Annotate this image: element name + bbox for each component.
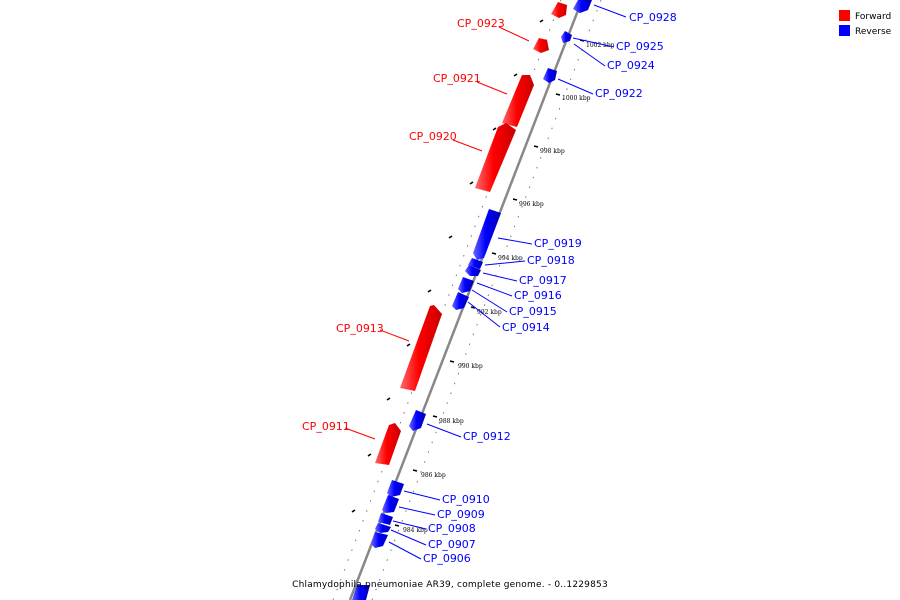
gene-arrow-cp0915[interactable]: [452, 292, 469, 310]
scale-label: 990 kbp: [458, 363, 483, 370]
legend-reverse-swatch: [839, 25, 850, 36]
legend-reverse-label: Reverse: [855, 27, 892, 37]
gene-label-cp0916[interactable]: CP_0916: [514, 289, 562, 302]
gene-label-cp0925[interactable]: CP_0925: [616, 40, 664, 53]
gene-label-cp0919[interactable]: CP_0919: [534, 237, 582, 250]
gene-arrow-cp0906[interactable]: [371, 532, 388, 548]
gene-labels: CP_0928 CP_0923 CP_0925 CP_0924 CP_0921 …: [302, 11, 677, 565]
legend: Forward Reverse: [839, 10, 892, 37]
gene-label-cp0906[interactable]: CP_0906: [423, 552, 471, 565]
forward-leader-lines: [344, 26, 530, 440]
gene-arrow-cp0923[interactable]: [533, 38, 549, 53]
gene-arrow-cp0916[interactable]: [458, 277, 474, 293]
gene-label-cp0928[interactable]: CP_0928: [629, 11, 677, 24]
gene-arrow-cp0925[interactable]: [561, 31, 572, 43]
scale-label: 998 kbp: [540, 148, 565, 155]
gene-arrow-cp0909[interactable]: [382, 495, 399, 513]
forward-genes: [375, 2, 567, 465]
gene-label-cp0923[interactable]: CP_0923: [457, 17, 505, 30]
gene-arrow-cp0917[interactable]: [465, 265, 481, 276]
gene-label-cp0921[interactable]: CP_0921: [433, 72, 481, 85]
gene-label-cp0920[interactable]: CP_0920: [409, 130, 457, 143]
scale-label: 984 kbp: [403, 527, 428, 534]
scale-label: 996 kbp: [519, 201, 544, 208]
legend-forward-label: Forward: [855, 12, 891, 22]
gene-label-cp0913[interactable]: CP_0913: [336, 322, 384, 335]
reverse-dotted-track: [371, 0, 602, 600]
gene-label-cp0910[interactable]: CP_0910: [442, 493, 490, 506]
gene-arrow-bottom[interactable]: [352, 585, 370, 600]
scale-label: 988 kbp: [439, 418, 464, 425]
reverse-genes: [352, 0, 592, 600]
gene-label-cp0912[interactable]: CP_0912: [463, 430, 511, 443]
gene-arrow-cp0921[interactable]: [502, 75, 534, 127]
gene-arrow-cp0907[interactable]: [375, 523, 391, 533]
scale-label: 1000 kbp: [562, 95, 591, 102]
gene-label-cp0915[interactable]: CP_0915: [509, 305, 557, 318]
scale-label: 992 kbp: [477, 309, 502, 316]
gene-arrow-cp0922[interactable]: [543, 68, 557, 83]
gene-arrow-cp0910[interactable]: [387, 480, 404, 497]
gene-label-cp0914[interactable]: CP_0914: [502, 321, 550, 334]
gene-arrow-cp0911[interactable]: [375, 423, 401, 465]
gene-label-cp0918[interactable]: CP_0918: [527, 254, 575, 267]
gene-arrow-cp0912[interactable]: [409, 410, 426, 431]
gene-arrow-cp0920[interactable]: [475, 123, 516, 192]
gene-label-cp0909[interactable]: CP_0909: [437, 508, 485, 521]
legend-forward-swatch: [839, 10, 850, 21]
gene-label-cp0922[interactable]: CP_0922: [595, 87, 643, 100]
scale-label: 1002 kbp: [586, 42, 615, 49]
gene-arrow-cp0928[interactable]: [573, 0, 592, 13]
scale-label: 986 kbp: [421, 472, 446, 479]
gene-label-cp0911[interactable]: CP_0911: [302, 420, 350, 433]
gene-arrow-cp0913[interactable]: [400, 305, 442, 391]
scale-labels: 1002 kbp 1000 kbp 998 kbp 996 kbp 994 kb…: [403, 42, 615, 534]
gene-arrow-cp0908[interactable]: [378, 513, 393, 525]
gene-label-cp0908[interactable]: CP_0908: [428, 522, 476, 535]
forward-tick-marks: [351, 19, 544, 513]
gene-arrow-cp0919[interactable]: [473, 209, 501, 260]
gene-label-cp0917[interactable]: CP_0917: [519, 274, 567, 287]
genome-caption: Chlamydophila pneumoniae AR39, complete …: [292, 580, 608, 590]
scale-label: 994 kbp: [498, 255, 523, 262]
gene-label-cp0907[interactable]: CP_0907: [428, 538, 476, 551]
reverse-leader-lines: [388, 4, 627, 560]
gene-label-cp0924[interactable]: CP_0924: [607, 59, 655, 72]
gene-arrow-cp0923a[interactable]: [551, 2, 567, 18]
